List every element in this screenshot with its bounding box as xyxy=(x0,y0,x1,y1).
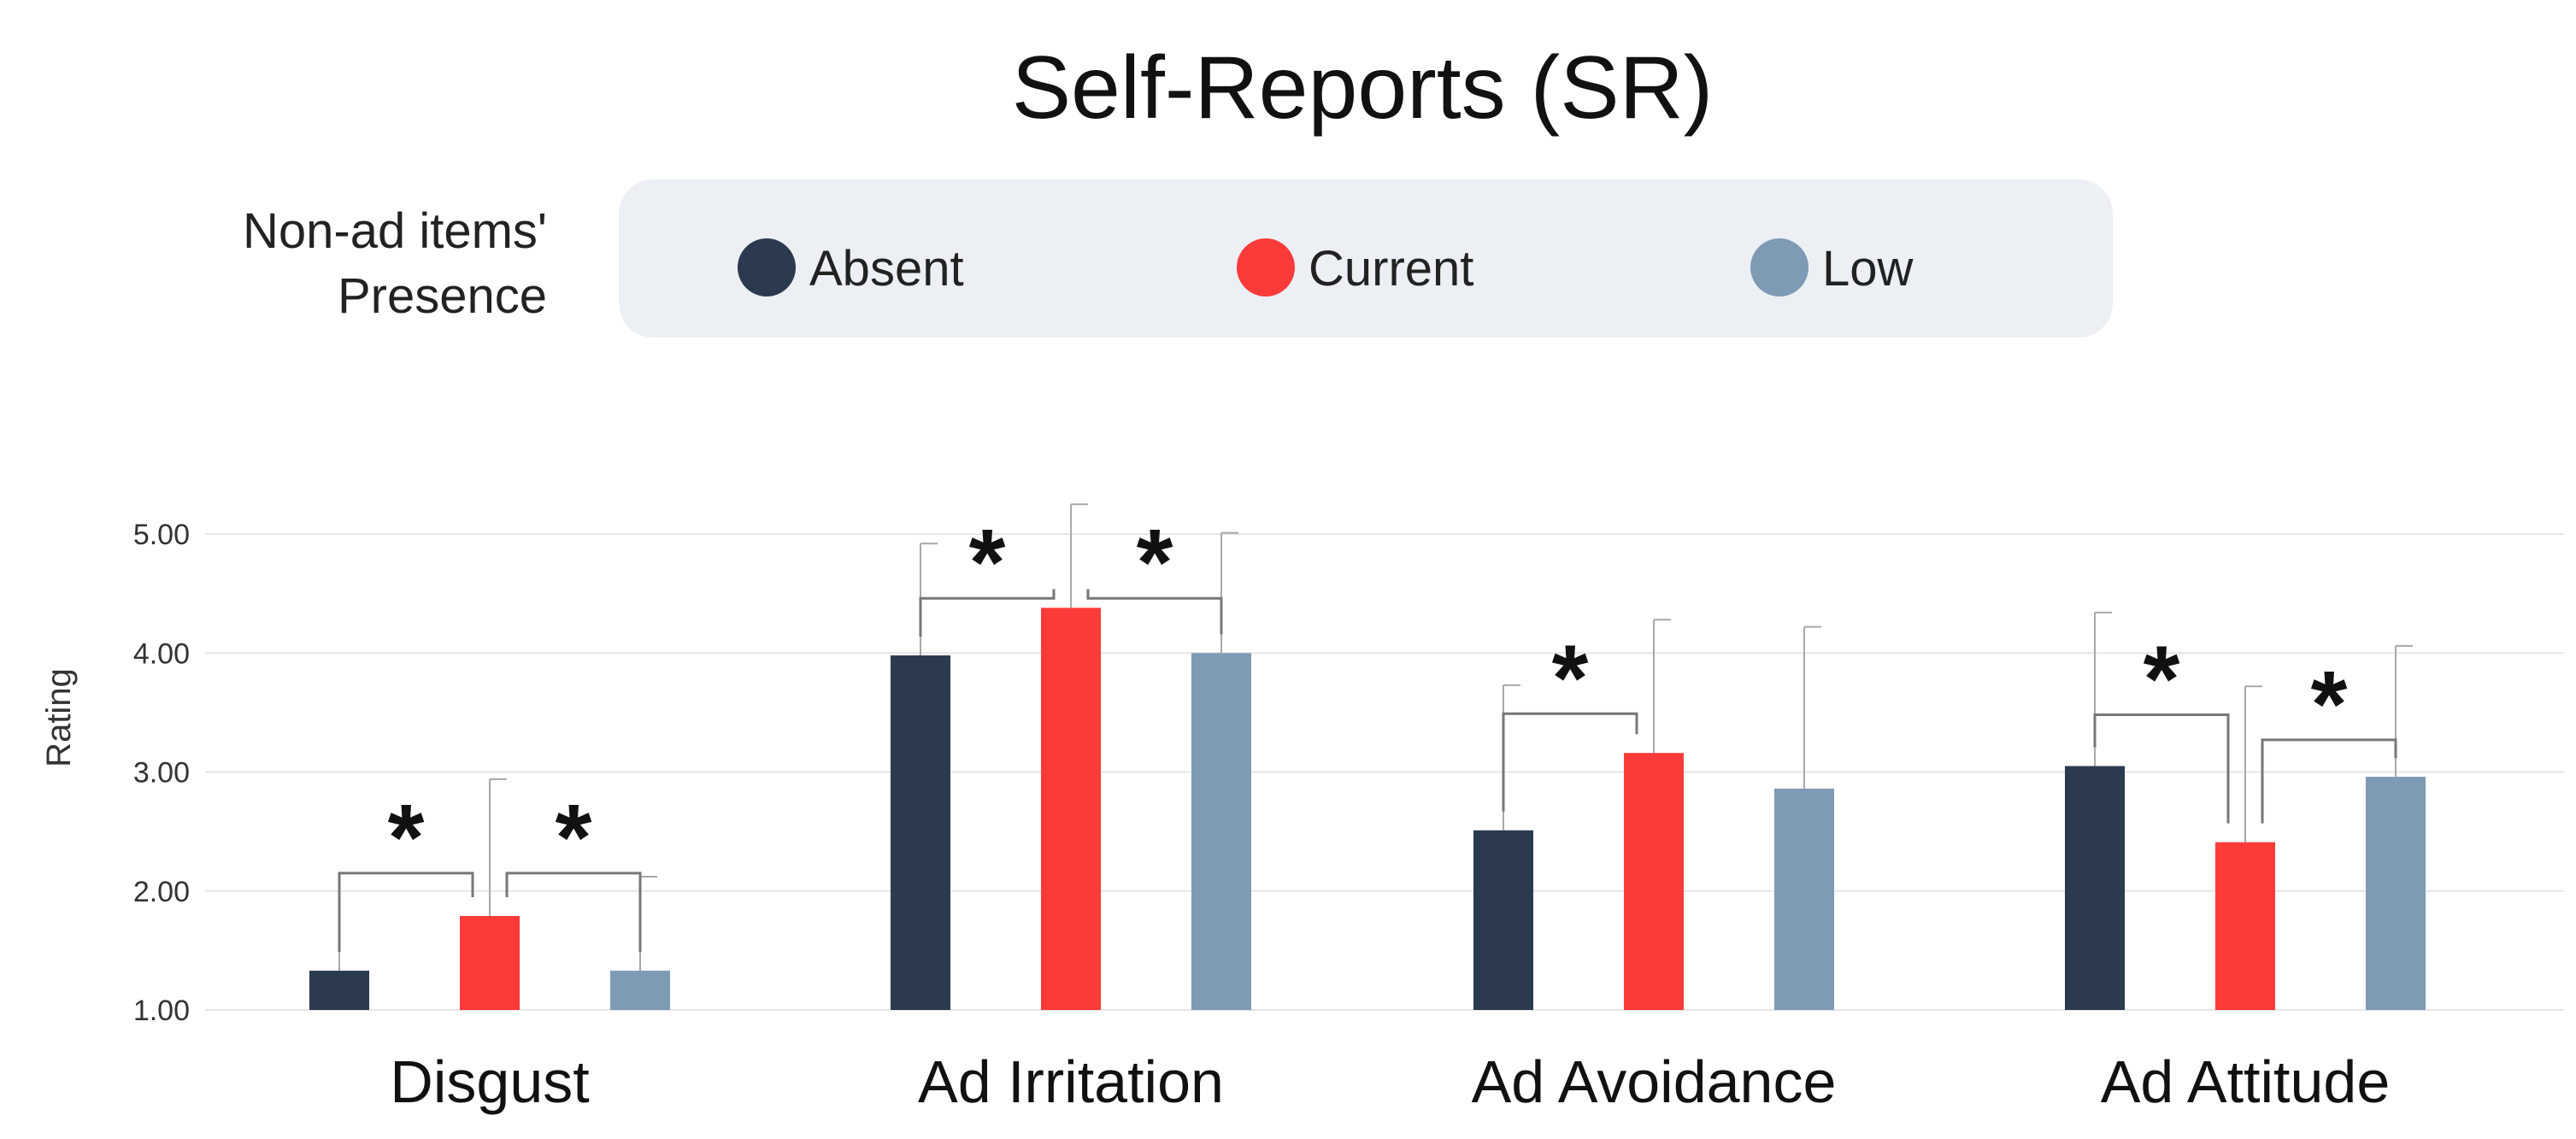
bar-low-3 xyxy=(2366,777,2426,1010)
legend-title-line-1: Non-ad items' xyxy=(243,203,547,259)
legend-marker-absent xyxy=(738,238,796,296)
significance-bracket xyxy=(1086,589,1223,635)
bar-low-0 xyxy=(610,971,670,1010)
bar-current-2 xyxy=(1624,753,1684,1010)
bar-absent-3 xyxy=(2065,766,2125,1010)
bar-absent-2 xyxy=(1473,830,1533,1010)
legend-label-current: Current xyxy=(1309,241,1473,296)
category-label: Ad Attitude xyxy=(2101,1048,2391,1115)
category-label: Ad Irritation xyxy=(918,1048,1224,1115)
category-label: Disgust xyxy=(390,1048,589,1115)
bar-absent-1 xyxy=(891,655,950,1010)
significance-bracket xyxy=(2093,713,2230,824)
bar-absent-0 xyxy=(309,971,369,1010)
legend: Non-ad items' Presence Absent Current Low xyxy=(243,179,2113,338)
legend-title-line-2: Presence xyxy=(338,268,547,324)
significance-marker: * xyxy=(1137,510,1173,615)
y-axis-label: Rating xyxy=(40,668,78,767)
significance-bracket xyxy=(919,589,1056,637)
significance-marker: * xyxy=(556,785,592,890)
y-tick-label: 3.00 xyxy=(133,757,190,790)
legend-marker-current xyxy=(1237,238,1295,296)
y-tick-label: 4.00 xyxy=(133,637,190,670)
bar-low-2 xyxy=(1774,788,1834,1010)
significance-marker: * xyxy=(388,785,425,890)
bar-low-1 xyxy=(1191,653,1251,1010)
chart-title: Self-Reports (SR) xyxy=(1012,38,1714,138)
legend-label-absent: Absent xyxy=(809,241,964,296)
significance-marker: * xyxy=(2311,652,2348,757)
significance-bracket xyxy=(2261,738,2397,824)
category-label: Ad Avoidance xyxy=(1472,1048,1837,1115)
bar-current-3 xyxy=(2215,842,2275,1010)
y-tick-label: 5.00 xyxy=(133,519,190,551)
significance-marker: * xyxy=(1552,625,1589,731)
legend-marker-low xyxy=(1750,238,1808,296)
y-tick-label: 2.00 xyxy=(133,876,190,908)
bar-current-1 xyxy=(1041,608,1101,1010)
y-tick-label: 1.00 xyxy=(133,995,190,1027)
significance-bracket xyxy=(1502,712,1638,812)
bar-current-0 xyxy=(460,915,520,1010)
legend-label-low: Low xyxy=(1822,241,1914,296)
legend-box xyxy=(619,179,2113,338)
significance-marker: * xyxy=(2144,627,2180,732)
significance-bracket xyxy=(338,872,474,953)
significance-bracket xyxy=(505,872,642,953)
significance-marker: * xyxy=(969,510,1006,615)
